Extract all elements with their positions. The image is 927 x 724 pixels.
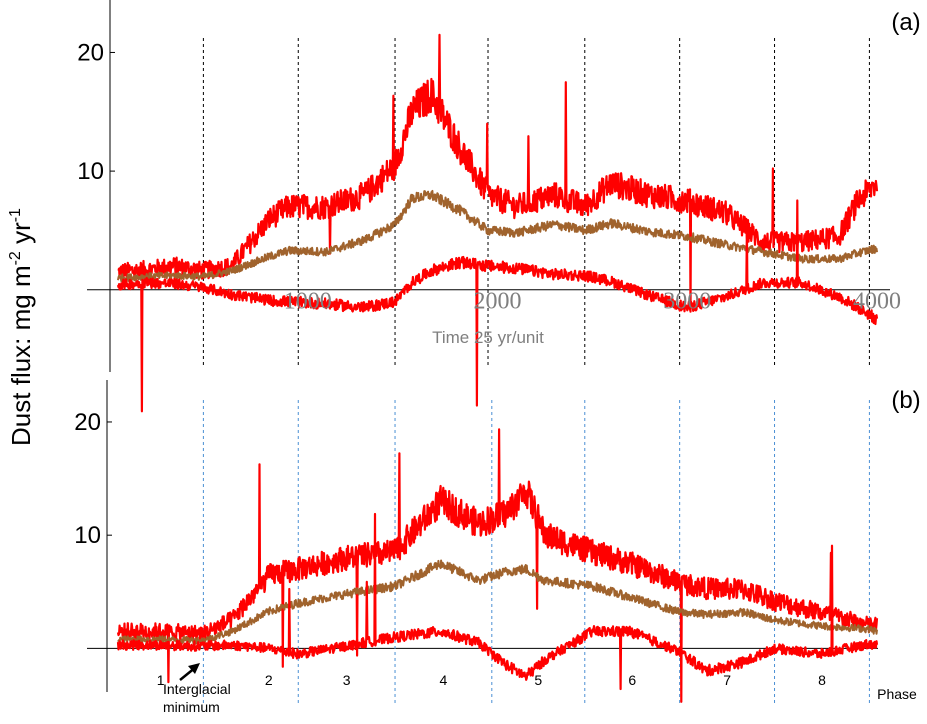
x-tick-label: 2000 (474, 289, 522, 315)
y-axis-label-sup2: -1 (7, 208, 24, 222)
panel-a: 10 20 (a) 1000 2000 3000 4000 Time 25 yr/unit (77, 0, 921, 413)
phase-number: 4 (440, 672, 448, 688)
x-tick-label: 4000 (853, 289, 901, 315)
x-tick-label: 1000 (284, 289, 332, 315)
phase-number: 7 (723, 672, 731, 688)
x-axis-label: Time 25 yr/unit (432, 328, 544, 347)
series-line-upper (116, 428, 879, 703)
annotation-text: minimum (163, 699, 220, 715)
y-axis-label-sup1: -2 (7, 251, 24, 265)
y-axis-label-mid: yr (6, 222, 36, 251)
y-axis-label: Dust flux: mg m-2 yr-1 (6, 208, 36, 446)
annotation-text: Interglacial (163, 681, 231, 697)
series-line-mean (117, 559, 878, 645)
series-line-lower (116, 199, 879, 413)
phase-number: 8 (818, 672, 826, 688)
series-line-lower (116, 512, 879, 691)
y-tick-label: 20 (77, 39, 104, 66)
series-line-upper (117, 33, 879, 313)
phase-number: 2 (265, 672, 273, 688)
y-tick-label: 10 (77, 158, 104, 185)
y-tick-label: 10 (74, 522, 101, 549)
phase-number: 5 (534, 672, 542, 688)
y-axis-label-main: Dust flux: mg m (6, 265, 36, 446)
panel-label: (a) (891, 9, 920, 36)
series-line-mean (117, 189, 878, 283)
x-tick-label: 3000 (663, 289, 711, 315)
panel-label: (b) (891, 387, 920, 414)
y-tick-label: 20 (74, 409, 101, 436)
phase-number: 1 (157, 672, 165, 688)
panel-b: 10 20 (b) 1 2 3 4 5 6 7 8 Phase Interglacial minimum (74, 380, 921, 715)
phase-number: 3 (343, 672, 351, 688)
phase-axis-label: Phase (877, 686, 917, 702)
phase-number: 6 (628, 672, 636, 688)
annotation-arrowhead (188, 663, 200, 674)
